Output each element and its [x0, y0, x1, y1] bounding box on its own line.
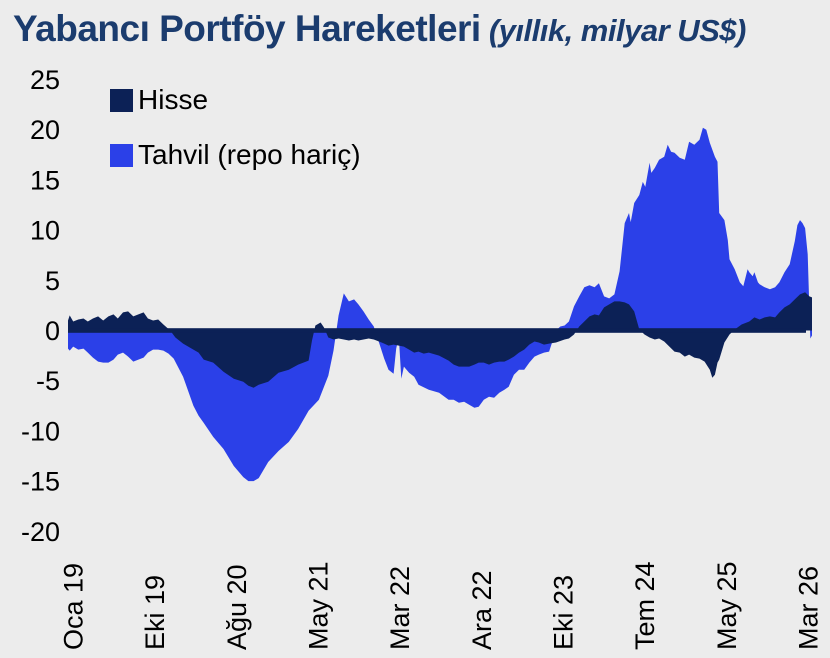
- x-tick-label: Oca 19: [59, 563, 89, 650]
- y-tick-label: -5: [36, 366, 60, 396]
- area-series-tahvil: [68, 127, 812, 482]
- y-tick-label: -20: [21, 517, 60, 547]
- y-tick-label: 15: [30, 165, 60, 195]
- y-tick-label: 0: [45, 316, 60, 346]
- y-tick-label: 25: [30, 65, 60, 95]
- x-tick-label: May 21: [304, 561, 334, 650]
- chart-title-subtitle: (yıllık, milyar US$): [480, 13, 747, 48]
- tahvil-swatch-icon: [110, 143, 133, 167]
- chart-title: Yabancı Portföy Hareketleri (yıllık, mil…: [13, 8, 823, 50]
- x-tick-label: Mar 22: [385, 566, 415, 650]
- legend-item-hisse: Hisse: [110, 86, 361, 114]
- chart-title-main: Yabancı Portföy Hareketleri: [13, 8, 481, 49]
- x-tick-label: Ağu 20: [222, 564, 252, 650]
- x-tick-label: Ara 22: [467, 570, 497, 650]
- y-tick-label: 5: [45, 266, 60, 296]
- y-tick-label: -10: [21, 416, 60, 446]
- x-tick-label: Eki 23: [549, 575, 579, 650]
- y-tick-label: 10: [30, 216, 60, 246]
- legend-item-tahvil: Tahvil (repo hariç): [110, 141, 361, 169]
- zero-axis-line: [68, 328, 806, 333]
- x-tick-label: Tem 24: [630, 561, 660, 650]
- legend-label-tahvil: Tahvil (repo hariç): [138, 139, 361, 170]
- legend-label-hisse: Hisse: [138, 84, 209, 115]
- x-tick-label: Mar 26: [794, 566, 824, 650]
- y-tick-label: -15: [21, 467, 60, 497]
- area-series-hisse: [68, 292, 812, 388]
- x-tick-label: May 25: [712, 561, 742, 650]
- x-tick-label: Eki 19: [140, 575, 170, 650]
- hisse-swatch-icon: [110, 88, 133, 112]
- y-tick-label: 20: [30, 115, 60, 145]
- legend: Hisse Tahvil (repo hariç): [110, 86, 361, 196]
